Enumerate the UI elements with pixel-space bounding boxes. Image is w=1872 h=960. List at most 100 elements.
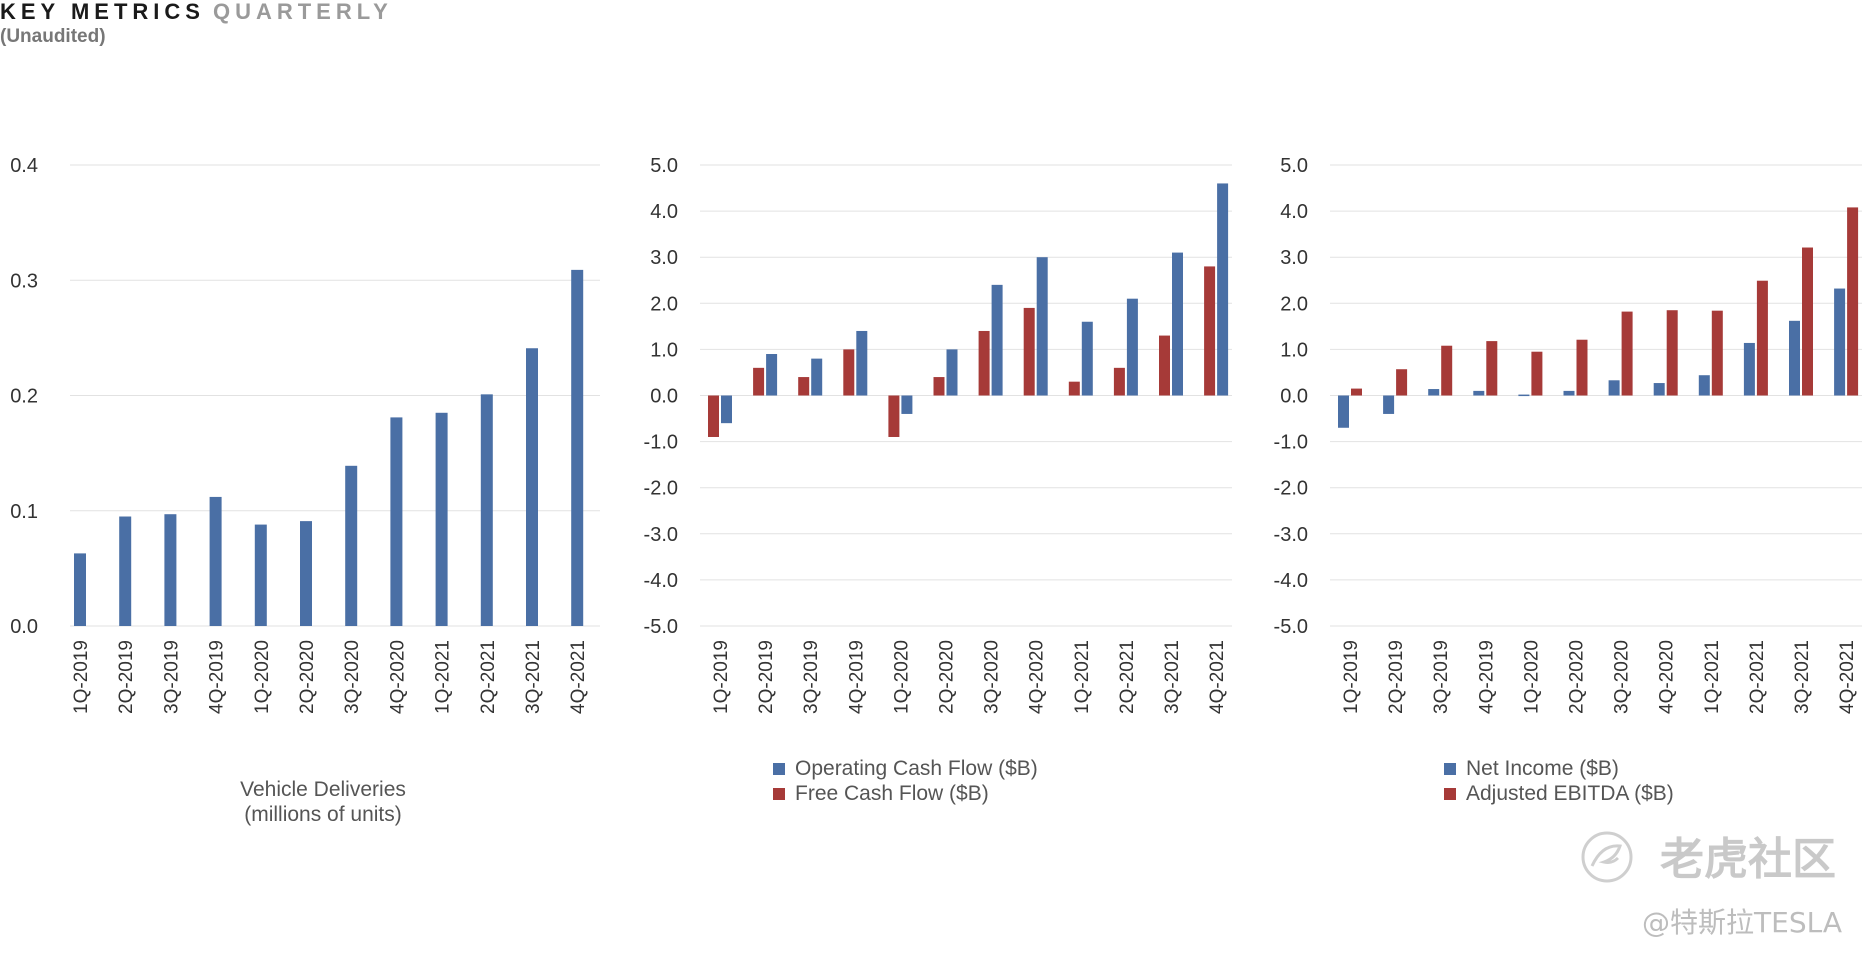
x-tick-label: 3Q-2019 (1431, 640, 1452, 714)
bar (1743, 342, 1755, 396)
bar (480, 394, 493, 626)
x-tick-label: 2Q-2021 (1117, 640, 1138, 714)
bar (1802, 247, 1813, 396)
bar (1847, 207, 1859, 396)
y-tick-label: 4.0 (650, 201, 678, 223)
x-tick-label: 1Q-2021 (1702, 640, 1723, 714)
tiger-logo-icon (1581, 831, 1633, 883)
bar (1172, 252, 1183, 396)
bar (901, 395, 913, 414)
y-tick-label: 2.0 (1280, 293, 1308, 315)
y-tick-label: 1.0 (650, 339, 678, 361)
bar (1126, 298, 1138, 396)
page-header: KEY METRICS QUARTERLY (Unaudited) (0, 0, 393, 50)
y-tick-label: 0.2 (10, 386, 38, 408)
bar (1711, 310, 1723, 396)
legend-label: Net Income ($B) (1466, 757, 1619, 780)
x-tick-label: 3Q-2021 (1162, 640, 1183, 714)
legend-label: Adjusted EBITDA ($B) (1466, 782, 1674, 805)
bar (1621, 311, 1633, 396)
x-tick-label: 4Q-2021 (1837, 640, 1858, 714)
x-tick-label: 1Q-2020 (891, 640, 912, 714)
bar (1518, 394, 1530, 397)
x-tick-label: 2Q-2020 (297, 640, 318, 714)
legend-label: Operating Cash Flow ($B) (795, 757, 1038, 780)
bar (933, 377, 945, 396)
x-tick-label: 3Q-2020 (982, 640, 1003, 714)
bar (1036, 257, 1048, 396)
x-tick-label: 2Q-2019 (756, 640, 777, 714)
bar (1428, 389, 1440, 396)
bar (1698, 375, 1710, 396)
y-tick-label: 0.0 (650, 386, 678, 408)
bar (1608, 380, 1620, 396)
bar (571, 269, 584, 626)
bar (1834, 288, 1846, 396)
y-tick-label: 3.0 (650, 247, 678, 269)
x-tick-label: 4Q-2021 (1207, 640, 1228, 714)
bar (1441, 345, 1453, 396)
x-tick-label: 4Q-2020 (1657, 640, 1678, 714)
bar (843, 349, 855, 396)
bar (1756, 280, 1768, 396)
logo-ring (1581, 831, 1633, 883)
legend-swatch (1444, 788, 1456, 800)
x-tick-label: 4Q-2020 (1027, 640, 1048, 714)
y-tick-label: 3.0 (1280, 247, 1308, 269)
x-tick-label: 1Q-2020 (252, 640, 273, 714)
bar (766, 354, 778, 396)
x-tick-label: 2Q-2019 (116, 640, 137, 714)
x-tick-label: 2Q-2020 (937, 640, 958, 714)
logo-stripe (1590, 844, 1623, 867)
legend-label: Free Cash Flow ($B) (795, 782, 989, 805)
bar (119, 516, 132, 626)
x-tick-label: 2Q-2020 (1567, 640, 1588, 714)
y-tick-label: 5.0 (650, 155, 678, 177)
unaudited-note: (Unaudited) (0, 26, 106, 47)
bar (1217, 183, 1229, 396)
bar (390, 417, 403, 626)
watermark-handle: @特斯拉TESLA (1642, 906, 1842, 939)
chart-3: -5.0 -4.0 -3.0 -2.0 -1.0 0.0 1.0 2.0 3.0 4.0 5.0 1Q… (1274, 155, 1862, 805)
legend-swatch (773, 788, 785, 800)
y-tick-label: 0.4 (10, 155, 38, 177)
y-tick-label: -3.0 (1274, 524, 1308, 546)
x-tick-label: 2Q-2021 (1747, 640, 1768, 714)
x-tick-label: 1Q-2021 (433, 640, 454, 714)
bar (435, 412, 448, 626)
bar (209, 496, 222, 626)
x-tick-label: 3Q-2019 (801, 640, 822, 714)
x-tick-label: 4Q-2019 (1476, 640, 1497, 714)
bar (753, 367, 765, 396)
title-sub: QUARTERLY (212, 0, 393, 24)
bar (1666, 310, 1678, 396)
y-tick-label: 5.0 (1280, 155, 1308, 177)
y-tick-label: 1.0 (1280, 339, 1308, 361)
y-tick-label: 0.0 (10, 616, 38, 638)
x-tick-label: 4Q-2019 (846, 640, 867, 714)
bar (1396, 369, 1408, 396)
x-tick-label: 2Q-2019 (1386, 640, 1407, 714)
page-title: KEY METRICS QUARTERLY (0, 0, 393, 24)
watermark-brand: 老虎社区 (1660, 834, 1836, 885)
bar (708, 395, 719, 437)
y-tick-label: -2.0 (644, 478, 678, 500)
y-tick-label: -1.0 (1274, 432, 1308, 454)
x-tick-label: 1Q-2019 (1341, 640, 1362, 714)
x-tick-label: 3Q-2021 (523, 640, 544, 714)
bar (798, 377, 810, 396)
y-tick-label: 2.0 (650, 293, 678, 315)
bar (1653, 383, 1665, 396)
y-tick-label: -5.0 (644, 616, 678, 638)
legend-swatch (1444, 763, 1456, 775)
y-tick-label: 0.3 (10, 270, 38, 292)
chart-caption: (millions of units) (244, 803, 402, 826)
legend-swatch (773, 763, 785, 775)
bar (811, 358, 823, 396)
x-tick-label: 4Q-2021 (568, 640, 589, 714)
bar (991, 284, 1003, 396)
y-tick-label: 4.0 (1280, 201, 1308, 223)
y-tick-label: -3.0 (644, 524, 678, 546)
bar (74, 553, 86, 626)
bar (1563, 390, 1575, 396)
